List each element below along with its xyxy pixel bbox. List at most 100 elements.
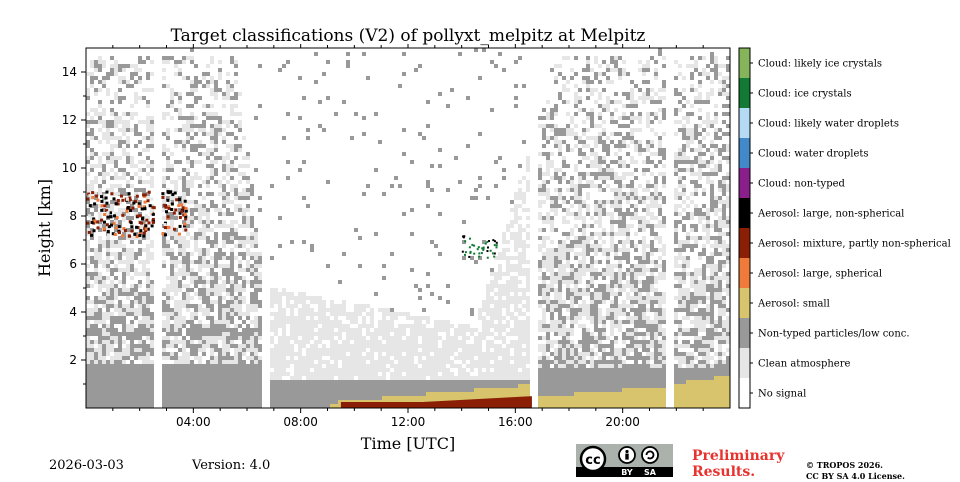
ice-crystal-mark xyxy=(473,245,475,247)
elevated-aerosol-mark xyxy=(103,227,106,230)
elevated-aerosol-mark xyxy=(88,231,91,234)
elevated-aerosol-mark xyxy=(109,215,112,218)
elevated-aerosol-mark xyxy=(88,214,91,217)
by-icon-body xyxy=(625,454,628,460)
elevated-aerosol-mark xyxy=(171,203,174,206)
preliminary-line-1: Preliminary xyxy=(692,448,784,464)
elevated-aerosol-mark xyxy=(126,210,129,213)
elevated-aerosol-mark xyxy=(115,202,118,205)
ice-crystal-mark xyxy=(490,250,492,252)
elevated-aerosol-mark xyxy=(151,206,154,209)
elevated-aerosol-mark xyxy=(144,201,147,204)
elevated-aerosol-mark xyxy=(143,232,146,235)
ice-crystal-mark xyxy=(488,240,490,242)
y-tick-label: 2 xyxy=(69,353,77,367)
elevated-aerosol-mark xyxy=(147,199,150,202)
elevated-aerosol-mark xyxy=(138,234,141,237)
y-axis-label: Height [km] xyxy=(35,179,54,277)
y-tick-label: 4 xyxy=(69,305,77,319)
y-tick-label: 14 xyxy=(62,65,77,79)
legend-label: No signal xyxy=(758,389,806,400)
legend-swatch xyxy=(739,48,750,78)
elevated-aerosol-mark xyxy=(117,199,120,202)
elevated-aerosol-mark xyxy=(128,192,131,195)
elevated-aerosol-mark xyxy=(161,196,164,199)
sa-label: SA xyxy=(644,468,657,477)
version-label: Version: 4.0 xyxy=(192,458,270,473)
elevated-aerosol-mark xyxy=(105,202,108,205)
ice-crystal-mark xyxy=(473,253,475,255)
elevated-aerosol-mark xyxy=(142,235,145,238)
elevated-aerosol-mark xyxy=(86,222,89,225)
elevated-aerosol-mark xyxy=(122,219,125,222)
elevated-aerosol-mark xyxy=(93,219,96,222)
legend-label: Aerosol: mixture, partly non-spherical xyxy=(757,239,951,250)
elevated-aerosol-mark xyxy=(168,207,171,210)
elevated-aerosol-mark xyxy=(161,192,164,195)
elevated-aerosol-mark xyxy=(88,194,91,197)
ice-crystal-mark xyxy=(478,256,480,258)
elevated-aerosol-mark xyxy=(183,223,186,226)
copyright-notice: © TROPOS 2026. CC BY SA 4.0 License. xyxy=(806,460,905,482)
legend-label: Non-typed particles/low conc. xyxy=(758,329,910,340)
elevated-aerosol-mark xyxy=(110,224,113,227)
elevated-aerosol-mark xyxy=(152,221,155,224)
elevated-aerosol-mark xyxy=(169,190,172,193)
ice-crystal-mark xyxy=(496,242,498,244)
ice-crystal-mark xyxy=(486,250,488,252)
elevated-aerosol-mark xyxy=(91,191,94,194)
elevated-aerosol-mark xyxy=(136,215,139,218)
elevated-aerosol-mark xyxy=(101,204,104,207)
ice-crystal-mark xyxy=(462,235,464,237)
legend-label: Cloud: water droplets xyxy=(758,149,869,160)
x-tick-label: 16:00 xyxy=(498,415,533,429)
legend-swatch xyxy=(739,378,750,408)
legend-swatch xyxy=(739,348,750,378)
ice-crystal-mark xyxy=(493,256,495,258)
elevated-aerosol-mark xyxy=(133,233,136,236)
legend-label: Aerosol: large, spherical xyxy=(757,269,882,280)
elevated-aerosol-mark xyxy=(113,222,116,225)
ice-crystal-mark xyxy=(469,238,471,240)
ice-crystal-mark xyxy=(464,240,466,242)
elevated-aerosol-mark xyxy=(100,195,103,198)
elevated-aerosol-mark xyxy=(164,206,167,209)
elevated-aerosol-mark xyxy=(179,225,182,228)
ice-crystal-mark xyxy=(462,251,464,253)
ice-crystal-mark xyxy=(471,244,473,246)
elevated-aerosol-mark xyxy=(100,209,103,212)
ice-crystal-mark xyxy=(465,251,467,253)
elevated-aerosol-mark xyxy=(91,196,94,199)
elevated-aerosol-mark xyxy=(128,234,131,237)
elevated-aerosol-mark xyxy=(142,193,145,196)
by-icon-head xyxy=(625,450,628,453)
elevated-aerosol-mark xyxy=(145,219,148,222)
elevated-aerosol-mark xyxy=(185,207,188,210)
x-axis-label: Time [UTC] xyxy=(361,434,455,453)
elevated-aerosol-mark xyxy=(175,198,178,201)
elevated-aerosol-mark xyxy=(118,231,121,234)
x-tick-label: 08:00 xyxy=(283,415,318,429)
legend-label: Cloud: ice crystals xyxy=(758,89,852,100)
elevated-aerosol-mark xyxy=(178,198,181,201)
elevated-aerosol-mark xyxy=(110,192,113,195)
elevated-aerosol-mark xyxy=(94,192,97,195)
elevated-aerosol-mark xyxy=(130,221,133,224)
elevated-aerosol-mark xyxy=(149,211,152,214)
elevated-aerosol-mark xyxy=(96,220,99,223)
elevated-aerosol-mark xyxy=(86,198,89,201)
legend-swatch xyxy=(739,258,750,288)
elevated-aerosol-mark xyxy=(89,204,92,207)
elevated-aerosol-mark xyxy=(121,199,124,202)
legend-swatch xyxy=(739,228,750,258)
copyright-line-2: CC BY SA 4.0 License. xyxy=(806,471,905,482)
elevated-aerosol-mark xyxy=(149,204,152,207)
elevated-aerosol-mark xyxy=(151,224,154,227)
chart-title: Target classifications (V2) of pollyxt_m… xyxy=(171,26,646,46)
legend-swatch xyxy=(739,138,750,168)
sa-icon xyxy=(642,447,658,463)
ice-crystal-mark xyxy=(468,256,470,258)
ice-crystal-mark xyxy=(481,252,483,254)
elevated-aerosol-mark xyxy=(93,229,96,232)
ice-crystal-mark xyxy=(478,252,480,254)
